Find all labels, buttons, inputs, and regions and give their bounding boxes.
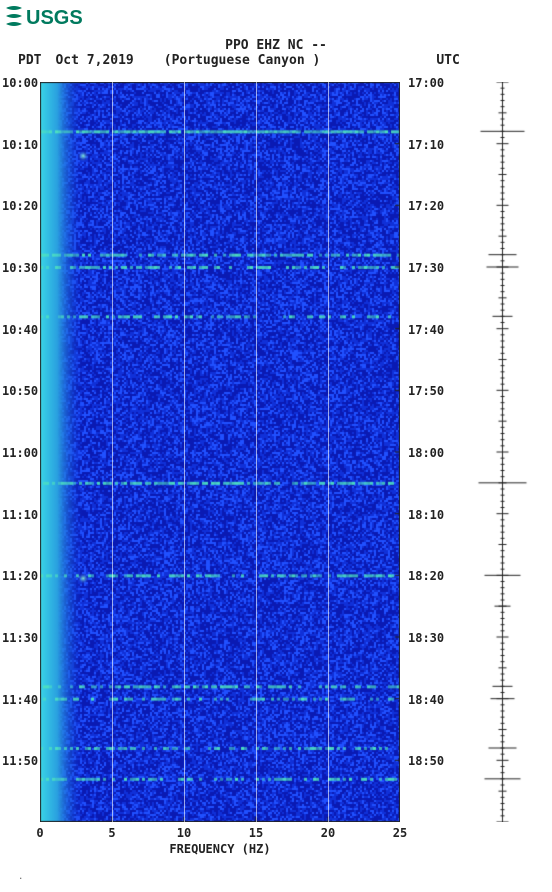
y-tick-right: 17:40 (408, 323, 444, 337)
y-tick-left: 11:00 (2, 446, 38, 460)
y-tick-left: 10:50 (2, 384, 38, 398)
y-tick-right: 18:10 (408, 508, 444, 522)
y-tick-left: 10:10 (2, 138, 38, 152)
grid-line (328, 82, 329, 822)
usgs-logo: USGS (4, 4, 96, 35)
y-tick-left: 10:30 (2, 261, 38, 275)
y-tick-left: 10:20 (2, 199, 38, 213)
y-tick-left: 11:20 (2, 569, 38, 583)
y-tick-left: 11:10 (2, 508, 38, 522)
y-tick-left: 10:00 (2, 76, 38, 90)
y-tick-left: 11:40 (2, 693, 38, 707)
y-tick-right: 18:30 (408, 631, 444, 645)
y-tick-right: 18:50 (408, 754, 444, 768)
figure-container: USGS PPO EHZ NC -- PDT Oct 7,2019 (Portu… (0, 0, 552, 892)
y-tick-left: 11:50 (2, 754, 38, 768)
station-line: PPO EHZ NC -- (0, 38, 552, 53)
y-tick-right: 17:00 (408, 76, 444, 90)
y-tick-left: 11:30 (2, 631, 38, 645)
spectrogram-canvas (40, 82, 400, 822)
y-tick-right: 17:10 (408, 138, 444, 152)
tz-left: PDT (18, 53, 41, 68)
header: PPO EHZ NC -- PDT Oct 7,2019 (Portuguese… (0, 38, 552, 68)
header-location: (Portuguese Canyon ) (164, 53, 321, 68)
usgs-logo-text: USGS (26, 7, 83, 29)
grid-line (184, 82, 185, 822)
spectrogram-plot (40, 82, 400, 822)
corner-mark: . (18, 872, 23, 882)
x-axis-title: FREQUENCY (HZ) (40, 842, 400, 856)
x-tick-label: 15 (249, 826, 263, 840)
grid-line (256, 82, 257, 822)
amplitude-strip (475, 82, 530, 822)
y-tick-right: 18:00 (408, 446, 444, 460)
y-tick-right: 18:40 (408, 693, 444, 707)
header-date: Oct 7,2019 (55, 53, 133, 68)
x-tick-label: 10 (177, 826, 191, 840)
x-tick-label: 20 (321, 826, 335, 840)
x-tick-label: 0 (36, 826, 43, 840)
y-tick-right: 17:30 (408, 261, 444, 275)
tz-right: UTC (436, 53, 459, 68)
y-tick-right: 17:50 (408, 384, 444, 398)
y-tick-right: 17:20 (408, 199, 444, 213)
amplitude-canvas (475, 82, 530, 822)
y-tick-left: 10:40 (2, 323, 38, 337)
x-tick-label: 5 (108, 826, 115, 840)
grid-line (112, 82, 113, 822)
x-tick-label: 25 (393, 826, 407, 840)
y-tick-right: 18:20 (408, 569, 444, 583)
